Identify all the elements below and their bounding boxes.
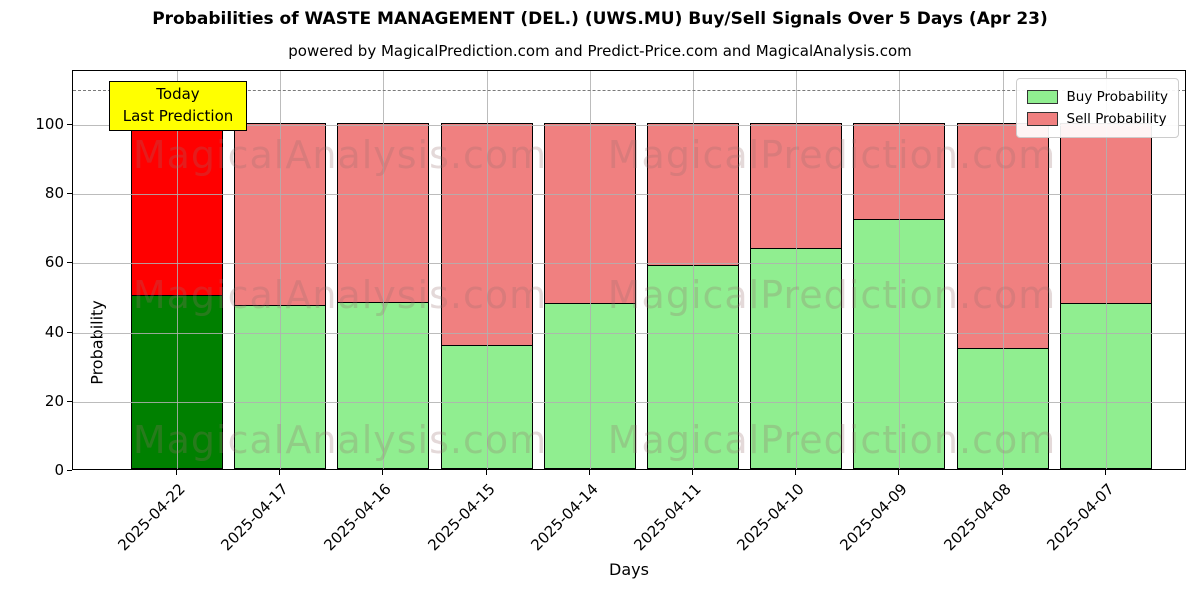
- y-tick-mark: [67, 123, 72, 125]
- x-tick-label: 2025-04-11: [630, 480, 705, 555]
- y-tick-label: 40: [44, 322, 64, 341]
- legend-swatch: [1026, 112, 1058, 126]
- vertical-gridline: [1002, 71, 1004, 469]
- x-tick-mark: [176, 470, 177, 475]
- y-tick-mark: [67, 470, 72, 471]
- y-axis-label: Probability: [87, 300, 107, 385]
- vertical-gridline: [693, 71, 694, 469]
- y-tick-label: 60: [44, 253, 64, 272]
- horizontal-gridline: [73, 124, 1185, 126]
- y-tick-mark: [67, 400, 72, 402]
- legend-entry: Buy Probability: [1026, 86, 1168, 108]
- x-tick-mark: [898, 470, 900, 475]
- vertical-gridline: [796, 71, 798, 469]
- x-tick-label: 2025-04-17: [217, 480, 292, 555]
- horizontal-gridline: [73, 401, 1185, 403]
- vertical-gridline: [383, 71, 385, 469]
- horizontal-gridline: [73, 194, 1185, 196]
- x-tick-mark: [382, 470, 384, 475]
- x-tick-mark: [795, 470, 797, 475]
- vertical-gridline: [177, 71, 178, 469]
- x-tick-mark: [1001, 470, 1003, 475]
- legend-swatch: [1026, 90, 1058, 104]
- chart-subtitle: powered by MagicalPrediction.com and Pre…: [288, 42, 912, 60]
- x-tick-mark: [485, 470, 487, 475]
- vertical-gridline: [1105, 71, 1107, 469]
- threshold-dashed-line: [73, 90, 1185, 92]
- chart-title: Probabilities of WASTE MANAGEMENT (DEL.)…: [152, 9, 1048, 29]
- x-axis-label: Days: [609, 560, 649, 579]
- x-tick-label: 2025-04-14: [527, 480, 602, 555]
- x-tick-label: 2025-04-15: [423, 480, 499, 555]
- y-tick-mark: [67, 262, 72, 264]
- y-tick-label: 80: [44, 184, 64, 203]
- watermark-text: MagicalPrediction.com: [607, 418, 1057, 462]
- x-tick-label: 2025-04-07: [1043, 480, 1118, 555]
- x-tick-label: 2025-04-08: [939, 480, 1015, 555]
- x-tick-label: 2025-04-10: [733, 480, 808, 555]
- x-tick-mark: [588, 470, 590, 475]
- x-tick-label: 2025-04-22: [114, 480, 189, 555]
- y-tick-label: 0: [54, 461, 64, 479]
- y-tick-mark: [67, 193, 72, 195]
- vertical-gridline: [280, 71, 282, 469]
- horizontal-gridline: [73, 332, 1185, 334]
- today-annotation: Today Last Prediction: [109, 81, 247, 131]
- x-tick-label: 2025-04-09: [836, 480, 912, 555]
- x-tick-label: 2025-04-16: [320, 480, 396, 555]
- y-tick-label: 20: [44, 391, 64, 410]
- horizontal-gridline: [73, 263, 1185, 265]
- annotation-line-1: Today: [156, 85, 200, 103]
- watermark-text: MagicalPrediction.com: [607, 133, 1057, 177]
- legend-label: Sell Probability: [1066, 111, 1167, 127]
- annotation-line-2: Last Prediction: [122, 106, 234, 125]
- legend-label: Buy Probability: [1066, 89, 1168, 105]
- x-tick-mark: [692, 470, 693, 475]
- vertical-gridline: [899, 71, 901, 469]
- watermark-text: MagicalPrediction.com: [607, 273, 1057, 317]
- legend: Buy Probability Sell Probability: [1015, 78, 1179, 138]
- watermark-text: MagicalAnalysis.com: [132, 133, 548, 177]
- watermark-text: MagicalAnalysis.com: [132, 418, 548, 462]
- legend-entry: Sell Probability: [1026, 108, 1168, 130]
- x-tick-mark: [279, 470, 281, 475]
- y-tick-label: 100: [35, 114, 64, 133]
- y-tick-mark: [67, 331, 72, 333]
- plot-area: Probability Buy Probability Sell Probabil…: [72, 70, 1186, 470]
- watermark-text: MagicalAnalysis.com: [132, 273, 548, 317]
- vertical-gridline: [589, 71, 591, 469]
- x-tick-mark: [1104, 470, 1106, 475]
- vertical-gridline: [486, 71, 488, 469]
